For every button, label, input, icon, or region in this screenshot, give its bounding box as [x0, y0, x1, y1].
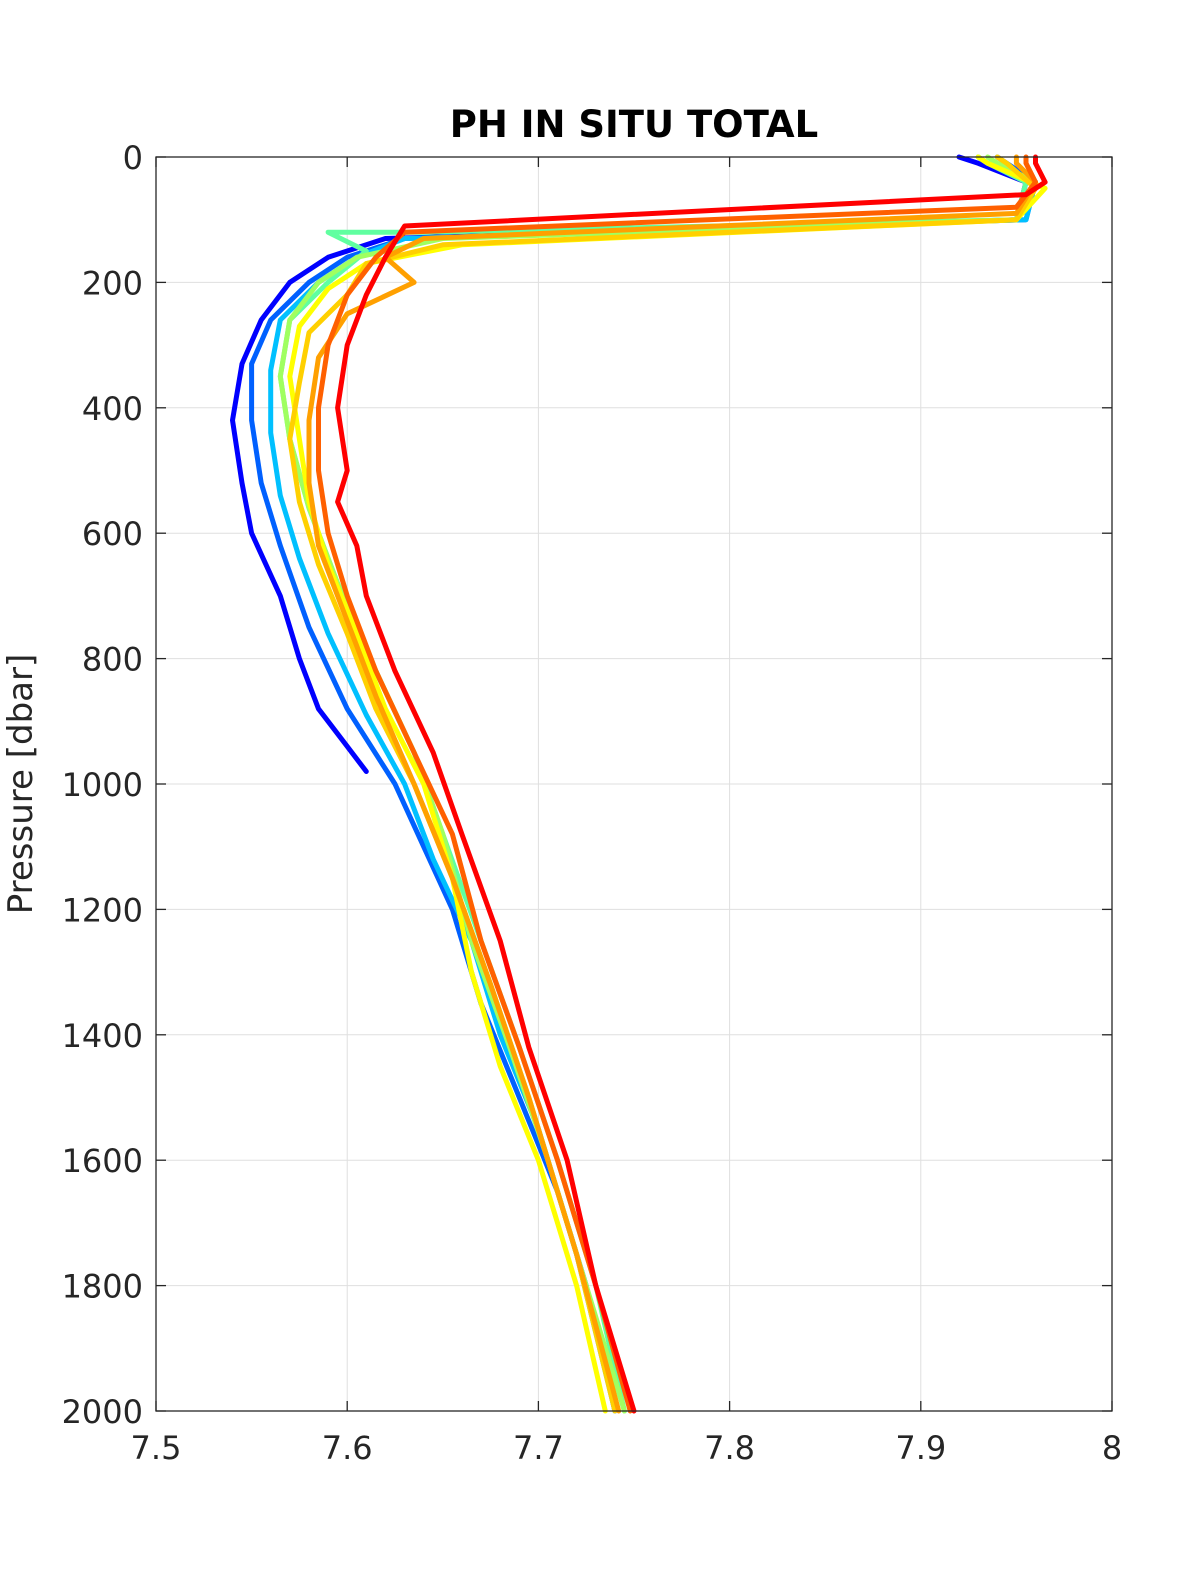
y-tick-label: 1200	[62, 891, 143, 929]
x-tick-label: 7.8	[704, 1429, 755, 1467]
series-line	[335, 154, 1048, 1414]
data-series	[230, 154, 1048, 1414]
y-tick-label: 200	[82, 264, 143, 302]
y-tick-label: 400	[82, 390, 143, 428]
x-tick-label: 7.9	[895, 1429, 946, 1467]
y-axis-label: Pressure [dbar]	[1, 654, 41, 915]
y-tick-label: 800	[82, 641, 143, 679]
y-tick-label: 1600	[62, 1142, 143, 1180]
y-tick-label: 2000	[62, 1393, 143, 1431]
chart-title: PH IN SITU TOTAL	[450, 103, 818, 146]
x-tick-label: 8	[1102, 1429, 1122, 1467]
y-tick-labels: 0 200 400 600 800 1000 1200 1400 1600 1800 2000	[62, 139, 143, 1431]
x-tick-label: 7.7	[513, 1429, 564, 1467]
y-tick-label: 1800	[62, 1268, 143, 1306]
tick-marks	[155, 156, 1113, 1412]
y-tick-label: 600	[82, 515, 143, 553]
x-tick-label: 7.5	[131, 1429, 182, 1467]
y-tick-label: 1000	[62, 766, 143, 804]
series-line	[306, 154, 1038, 1414]
x-tick-labels: 7.5 7.6 7.7 7.8 7.9 8	[131, 1429, 1123, 1467]
x-tick-label: 7.6	[322, 1429, 373, 1467]
series-line	[316, 154, 1038, 1414]
y-tick-label: 1400	[62, 1017, 143, 1055]
y-tick-label: 0	[123, 139, 143, 177]
